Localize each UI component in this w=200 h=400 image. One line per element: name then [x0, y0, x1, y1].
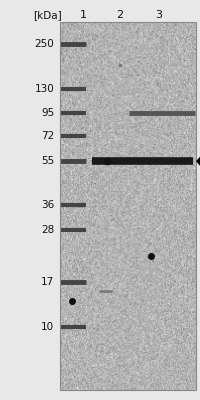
Text: 72: 72 [41, 131, 54, 141]
Text: [kDa]: [kDa] [33, 10, 62, 20]
Text: 55: 55 [41, 156, 54, 166]
Text: 17: 17 [41, 277, 54, 287]
Text: 36: 36 [41, 200, 54, 210]
Text: 1: 1 [80, 10, 86, 20]
Text: 250: 250 [34, 39, 54, 49]
Bar [60, 22, 195, 390]
Text: 10: 10 [41, 322, 54, 332]
Text: 2: 2 [115, 10, 123, 20]
Text: 130: 130 [34, 84, 54, 94]
Polygon shape [196, 150, 200, 172]
Text: 95: 95 [41, 108, 54, 118]
Text: 28: 28 [41, 225, 54, 235]
Text: 3: 3 [155, 10, 161, 20]
